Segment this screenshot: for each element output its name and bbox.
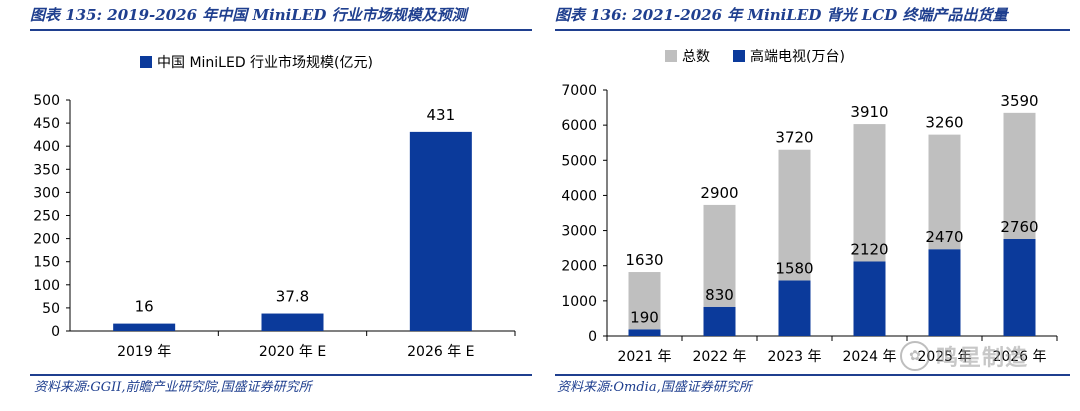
data-label-top: 1630 <box>625 251 663 269</box>
data-label-base: 2470 <box>925 228 963 246</box>
bar <box>409 131 472 331</box>
bar-segment-top <box>778 149 811 281</box>
x-tick-label: 2020 年 E <box>259 344 326 360</box>
x-tick-label: 2019 年 <box>117 344 171 360</box>
bar-segment-top <box>928 134 961 250</box>
watermark-text: 鸣星制造 <box>936 346 1029 371</box>
source-rule <box>30 374 532 376</box>
x-tick-label: 2021 年 <box>617 349 671 365</box>
legend-swatch <box>733 50 745 62</box>
data-label-base: 2120 <box>850 240 888 258</box>
bar-segment-base <box>628 329 661 336</box>
watermark: ✿ 鸣星制造 <box>900 340 1028 372</box>
y-tick-label: 300 <box>33 185 60 201</box>
y-tick-label: 0 <box>588 329 597 345</box>
y-tick-label: 6000 <box>561 118 597 134</box>
figure-title: 图表 135: 2019-2026 年中国 MiniLED 行业市场规模及预测 <box>30 6 467 24</box>
shipment-stacked-bar-chart: 总数 高端电视(万台) 0 1000 2000 3000 4000 5000 6000 7000 1… <box>561 48 1058 365</box>
market-size-bar-chart: 中国 MiniLED 行业市场规模(亿元) 0 50 100 150 200 250 300 3… <box>33 54 516 360</box>
data-label-top: 3260 <box>925 114 963 132</box>
bar-segment-top <box>1003 112 1036 240</box>
y-tick-label: 150 <box>33 255 60 271</box>
x-tick-label: 2024 年 <box>842 349 896 365</box>
legend-label: 总数 <box>682 49 710 65</box>
y-tick-label: 250 <box>33 209 60 225</box>
y-tick-label: 200 <box>33 232 60 248</box>
source-note: 资料来源:Omdia,国盛证券研究所 <box>557 380 752 395</box>
y-tick-label: 100 <box>33 278 60 294</box>
y-tick-label: 4000 <box>561 188 597 204</box>
y-tick-label: 5000 <box>561 153 597 169</box>
x-tick-label: 2023 年 <box>767 349 821 365</box>
figure-136-panel: 图表 136: 2021-2026 年 MiniLED 背光 LCD 终端产品出… <box>545 0 1080 411</box>
bar-segment-top <box>628 272 661 330</box>
y-tick-label: 7000 <box>561 83 597 99</box>
x-tick-label: 2026 年 <box>992 349 1046 365</box>
legend-swatch <box>140 56 152 68</box>
data-label-base: 1580 <box>775 259 813 277</box>
data-label-top: 3720 <box>775 129 813 147</box>
x-tick-label: 2026 年 E <box>407 344 474 360</box>
data-label-top: 3590 <box>1000 92 1038 110</box>
bar <box>113 323 176 331</box>
bar <box>261 313 324 331</box>
bar-segment-base <box>703 306 736 336</box>
y-tick-label: 500 <box>33 93 60 109</box>
x-tick-label: 2022 年 <box>692 349 746 365</box>
bar-segment-base <box>778 280 811 336</box>
figure-135-panel: 图表 135: 2019-2026 年中国 MiniLED 行业市场规模及预测 … <box>0 0 532 411</box>
y-tick-label: 450 <box>33 116 60 132</box>
x-tick-label: 2025 年 <box>917 349 971 365</box>
data-label: 37.8 <box>276 288 309 306</box>
wechat-logo-icon: ✿ <box>900 341 930 371</box>
bar-segment-base <box>928 249 961 336</box>
y-tick-label: 3000 <box>561 224 597 240</box>
bar-segment-top <box>853 124 886 262</box>
title-rule <box>30 29 532 31</box>
y-tick-label: 350 <box>33 162 60 178</box>
data-label: 431 <box>427 106 456 124</box>
data-label-base: 830 <box>705 286 734 304</box>
source-rule <box>555 374 1070 376</box>
bar-segment-base <box>853 261 886 336</box>
data-label-top: 3910 <box>850 103 888 121</box>
data-label-base: 190 <box>630 308 659 326</box>
y-tick-label: 1000 <box>561 294 597 310</box>
data-label-top: 2900 <box>700 184 738 202</box>
title-rule <box>555 29 1070 31</box>
y-tick-label: 0 <box>51 324 60 340</box>
data-label: 16 <box>135 298 154 316</box>
y-tick-label: 50 <box>42 301 60 317</box>
bar-segment-base <box>1003 239 1036 336</box>
y-tick-label: 400 <box>33 139 60 155</box>
legend-label: 高端电视(万台) <box>750 48 845 65</box>
bar-segment-top <box>703 204 736 307</box>
data-label-base: 2760 <box>1000 218 1038 236</box>
y-tick-label: 2000 <box>561 259 597 275</box>
legend-swatch <box>665 50 677 62</box>
legend-label: 中国 MiniLED 行业市场规模(亿元) <box>157 54 373 71</box>
source-note: 资料来源:GGII,前瞻产业研究院,国盛证券研究所 <box>34 380 312 395</box>
figure-title: 图表 136: 2021-2026 年 MiniLED 背光 LCD 终端产品出… <box>555 6 1008 24</box>
